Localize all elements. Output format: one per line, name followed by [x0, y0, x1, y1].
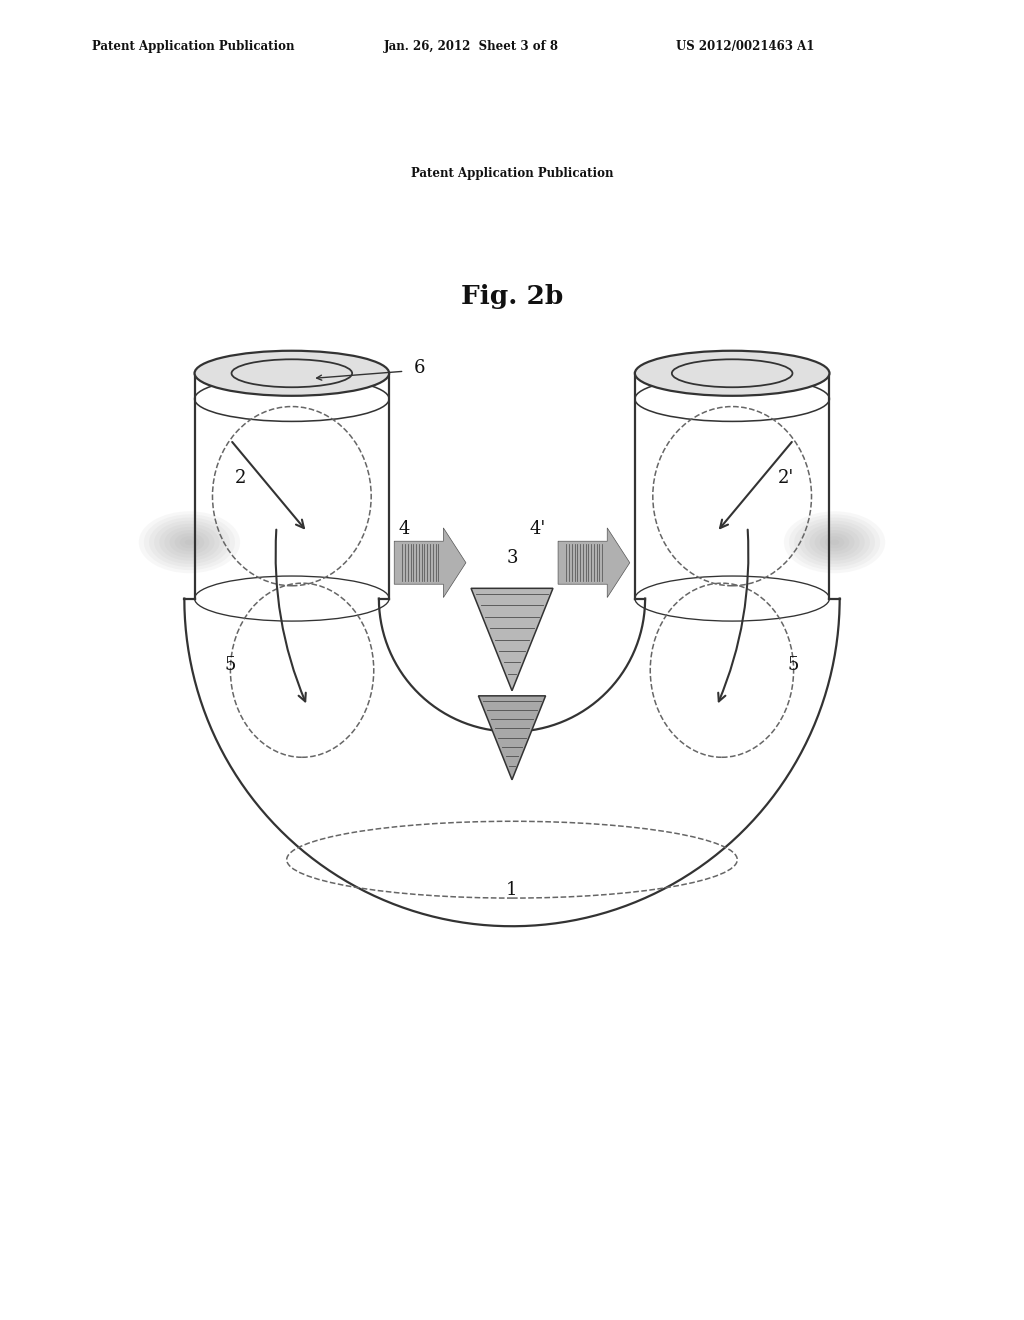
Polygon shape: [471, 589, 553, 690]
Ellipse shape: [829, 540, 839, 545]
Text: 4: 4: [398, 520, 411, 539]
Ellipse shape: [815, 531, 854, 554]
Ellipse shape: [154, 520, 224, 564]
Ellipse shape: [809, 527, 859, 557]
Ellipse shape: [174, 533, 204, 552]
Ellipse shape: [635, 351, 829, 396]
Ellipse shape: [164, 527, 215, 557]
Text: 5: 5: [224, 656, 237, 675]
Ellipse shape: [784, 511, 885, 573]
Ellipse shape: [799, 520, 869, 564]
Ellipse shape: [159, 524, 219, 561]
Text: 2': 2': [778, 469, 795, 487]
Text: Patent Application Publication: Patent Application Publication: [92, 40, 295, 53]
Ellipse shape: [195, 351, 389, 396]
Ellipse shape: [819, 533, 849, 552]
Ellipse shape: [795, 517, 874, 568]
Ellipse shape: [143, 515, 234, 570]
Polygon shape: [478, 696, 546, 780]
Ellipse shape: [804, 524, 864, 561]
Ellipse shape: [169, 531, 209, 554]
Text: 5: 5: [787, 656, 800, 675]
Ellipse shape: [179, 536, 199, 548]
Text: Jan. 26, 2012  Sheet 3 of 8: Jan. 26, 2012 Sheet 3 of 8: [384, 40, 559, 53]
FancyArrow shape: [558, 528, 630, 598]
Text: 6: 6: [414, 359, 426, 378]
Ellipse shape: [824, 536, 844, 548]
Text: 3: 3: [506, 549, 518, 566]
Text: 1: 1: [506, 882, 518, 899]
Text: Patent Application Publication: Patent Application Publication: [411, 168, 613, 180]
Text: 2: 2: [234, 469, 247, 487]
Text: 4': 4': [529, 520, 546, 539]
Ellipse shape: [138, 511, 240, 573]
Text: Fig. 2b: Fig. 2b: [461, 284, 563, 309]
FancyArrow shape: [394, 528, 466, 598]
Text: US 2012/0021463 A1: US 2012/0021463 A1: [676, 40, 814, 53]
Ellipse shape: [148, 517, 229, 568]
Ellipse shape: [788, 515, 880, 570]
Ellipse shape: [184, 540, 194, 545]
